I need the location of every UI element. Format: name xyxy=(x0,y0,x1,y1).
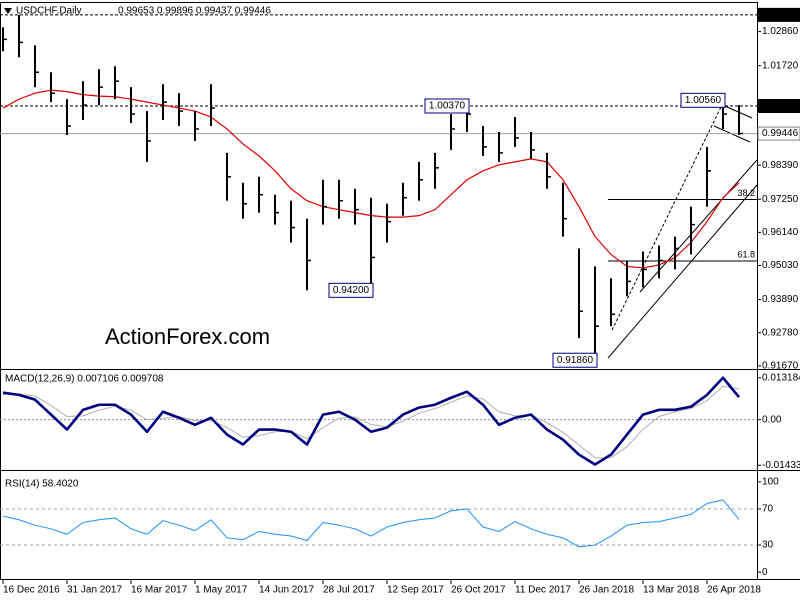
level-label-box xyxy=(757,126,800,141)
y-tick-label: 0.96140 xyxy=(762,227,799,238)
annotation-box xyxy=(424,98,470,114)
annotation-label: 1.00370 xyxy=(429,101,466,112)
y-tick-label: 0 xyxy=(762,567,768,578)
y-tick-label: 0.97250 xyxy=(762,194,799,205)
x-tick-label: 14 Jun 2017 xyxy=(259,585,314,596)
annotation-box xyxy=(552,352,598,368)
y-tick-label: 1.02860 xyxy=(762,26,799,37)
x-tick-label: 26 Jan 2018 xyxy=(579,585,634,596)
y-tick-label: 70 xyxy=(762,504,774,515)
level-label: 0.99446 xyxy=(762,128,799,139)
level-label: 1.00370 xyxy=(762,101,799,112)
y-tick-label: 0.013184 xyxy=(762,372,800,383)
fib-label: 38.2 xyxy=(737,188,755,198)
x-tick-label: 13 Mar 2018 xyxy=(643,585,700,596)
level-label-box xyxy=(757,7,800,22)
menu-arrow[interactable] xyxy=(4,8,12,14)
x-tick-label: 26 Apr 2018 xyxy=(707,585,761,596)
annotation-label: 0.91860 xyxy=(557,355,594,366)
level-label: 1.03420 xyxy=(762,10,799,21)
y-tick-label: 0.91670 xyxy=(762,361,799,372)
annotation-label: 0.94200 xyxy=(333,285,370,296)
y-tick-label: -0.014339 xyxy=(762,460,800,471)
x-tick-label: 28 Jul 2017 xyxy=(323,585,375,596)
x-tick-label: 16 Mar 2017 xyxy=(131,585,188,596)
series-line xyxy=(2,376,741,466)
trend-line xyxy=(607,184,758,359)
x-tick-label: 12 Sep 2017 xyxy=(387,585,444,596)
x-tick-label: 31 Jan 2017 xyxy=(67,585,122,596)
y-tick-label: 1.01720 xyxy=(762,60,799,71)
fib-label: 61.8 xyxy=(737,249,755,259)
annotation-box xyxy=(328,282,374,298)
annotation-label: 1.00560 xyxy=(685,95,722,106)
y-tick-label: 0.00 xyxy=(762,414,782,425)
x-tick-label: 26 Oct 2017 xyxy=(451,585,506,596)
watermark: ActionForex.com xyxy=(105,324,270,349)
rsi-title: RSI(14) 58.4020 xyxy=(5,479,79,490)
series-line xyxy=(2,499,740,548)
y-tick-label: 0.92780 xyxy=(762,327,799,338)
annotation-box xyxy=(680,92,726,108)
series-line xyxy=(2,385,740,459)
symbol: USDCHF,Daily xyxy=(16,6,82,17)
y-tick-label: 30 xyxy=(762,540,774,551)
y-tick-label: 100 xyxy=(762,477,779,488)
level-label-box xyxy=(757,98,800,113)
y-tick-label: 0.93890 xyxy=(762,294,799,305)
ohlc-values: 0.99653 0.99896 0.99437 0.99446 xyxy=(118,6,271,17)
y-tick-label: 0.98390 xyxy=(762,160,799,171)
macd-title: MACD(12,26,9) 0.007106 0.009708 xyxy=(5,374,164,385)
frame xyxy=(0,2,800,580)
trend-line xyxy=(611,104,723,331)
x-tick-label: 11 Dec 2017 xyxy=(515,585,571,596)
y-tick-label: 0.95030 xyxy=(762,260,799,271)
x-tick-label: 1 May 2017 xyxy=(195,585,248,596)
x-tick-label: 16 Dec 2016 xyxy=(3,585,60,596)
